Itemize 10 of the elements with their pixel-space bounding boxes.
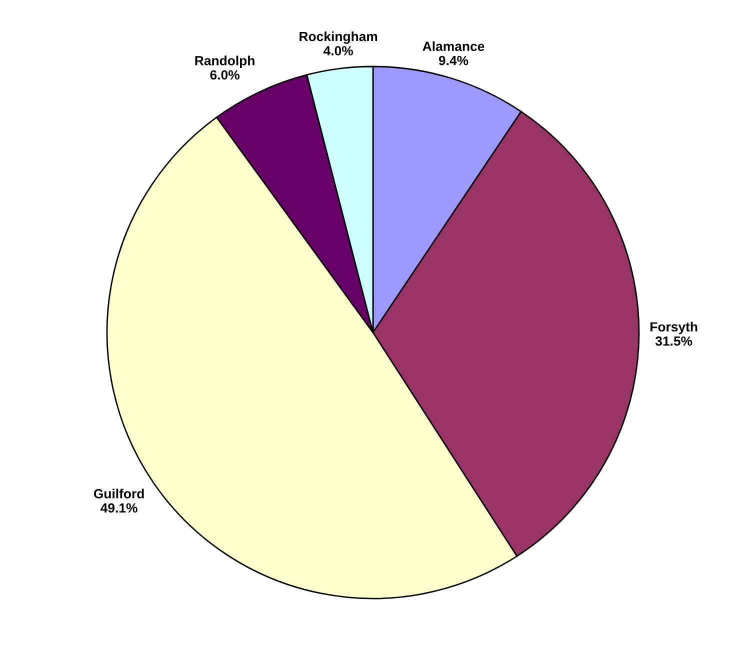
slice-label: Rockingham: [300, 31, 378, 44]
slice-label: Guilford: [94, 488, 144, 498]
data-label: 9.4%: [438, 56, 468, 66]
data-label: 4.0%: [323, 46, 354, 56]
data-label: 6.0%: [210, 70, 240, 80]
slice-label: Alamance: [422, 41, 484, 52]
data-label: 31.5%: [655, 336, 692, 346]
data-label: 49.1%: [100, 503, 138, 513]
slice-label: Randolph: [195, 56, 254, 68]
slice-label: Forsyth: [650, 322, 698, 334]
